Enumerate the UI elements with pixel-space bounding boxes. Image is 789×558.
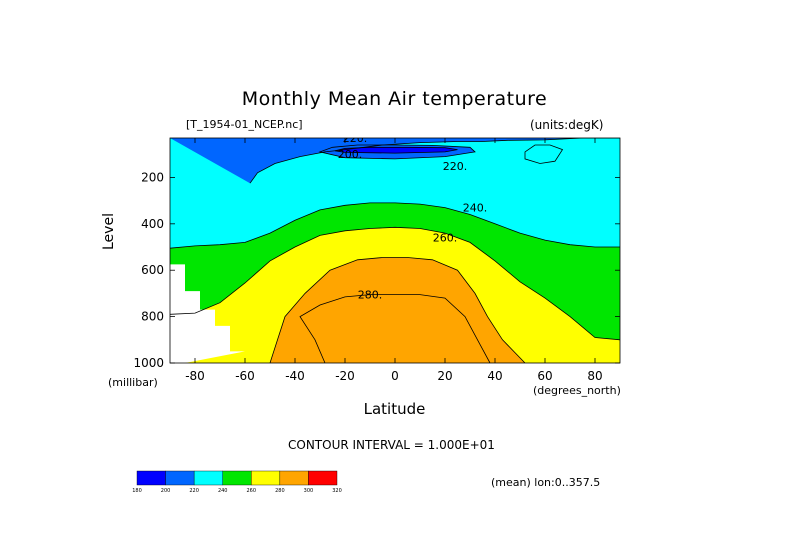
band-180-200: [335, 147, 458, 154]
contour-line-220-island: [524, 144, 564, 164]
colorbar-swatch-240: [222, 470, 252, 486]
x-tick-label: 0: [391, 369, 399, 383]
y-tick-label: 200: [141, 170, 164, 184]
mean-note: (mean) lon:0..357.5: [491, 476, 601, 489]
x-tick-label: -20: [335, 369, 355, 383]
missing-data-region: [170, 264, 245, 363]
contour-label-3: 240.: [463, 202, 488, 215]
contour-line-240: [170, 226, 620, 341]
band-200-220: [170, 138, 620, 184]
colorbar-swatch-180: [136, 470, 166, 486]
colorbar-swatch-280: [279, 470, 309, 486]
contour-line-180: [334, 146, 458, 154]
contour-label-5: 280.: [358, 289, 383, 302]
y-tick-label: 800: [141, 310, 164, 324]
contour-interval-note: CONTOUR INTERVAL = 1.000E+01: [288, 438, 495, 452]
x-axis-label: Latitude: [363, 400, 426, 418]
x-tick-label: -80: [185, 369, 205, 383]
contour-label-0: 220.: [343, 132, 368, 145]
x-tick-label: -40: [285, 369, 305, 383]
x-unit-label: (degrees_north): [533, 384, 621, 397]
x-tick-label: 80: [587, 369, 602, 383]
y-unit-label: (millibar): [108, 376, 158, 389]
contour-line-200: [249, 138, 620, 184]
colorbar-swatch-300: [308, 470, 338, 486]
colorbar-swatch-220: [193, 470, 223, 486]
x-tick-label: 40: [487, 369, 502, 383]
y-tick-label: 600: [141, 263, 164, 277]
file-label: [T_1954-01_NCEP.nc]: [186, 118, 303, 131]
contour-label-4: 260.: [433, 232, 458, 245]
colorbar-label: 260: [247, 488, 257, 494]
colorbar-label: 220: [189, 488, 199, 494]
contour-label-1: 200.: [338, 148, 363, 161]
colorbar-label: 200: [161, 488, 171, 494]
colorbar-label: 300: [304, 488, 314, 494]
x-tick-label: 20: [437, 369, 452, 383]
colorbar-label: 180: [132, 488, 142, 494]
contour-fill-group: 220. 200. 220. 240. 260. 280.: [170, 132, 620, 363]
chart-title: Monthly Mean Air temperature: [241, 88, 548, 110]
colorbar-label: 240: [218, 488, 228, 494]
colorbar-label: 320: [332, 488, 342, 494]
band-280-300-core: [300, 294, 490, 363]
y-tick-label: 400: [141, 217, 164, 231]
contour-line-260: [269, 257, 526, 363]
units-label: (units:degK): [530, 118, 604, 132]
colorbar-label: 280: [275, 488, 285, 494]
colorbar-swatch-260: [251, 470, 281, 486]
colorbar-swatch-200: [165, 470, 195, 486]
contour-line-200-low: [318, 144, 476, 160]
x-tick-label: -60: [235, 369, 255, 383]
contour-line-220: [170, 202, 620, 249]
x-tick-label: 60: [537, 369, 552, 383]
contour-line-280: [299, 294, 491, 363]
y-tick-label: 1000: [133, 356, 164, 370]
band-220-island: [525, 145, 563, 164]
contour-label-2: 220.: [443, 160, 468, 173]
